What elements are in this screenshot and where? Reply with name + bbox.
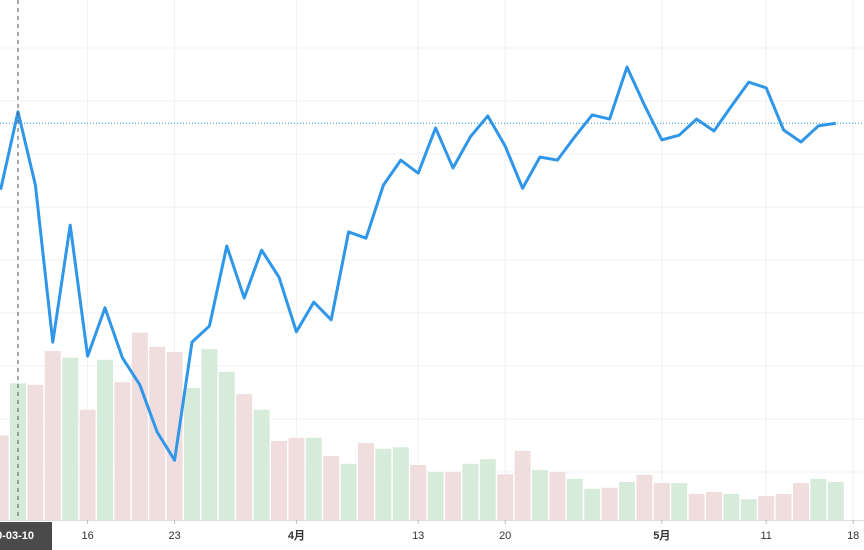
volume-bar xyxy=(479,459,496,520)
volume-bar xyxy=(323,456,340,520)
x-tick-label: 18 xyxy=(847,530,859,542)
volume-bar xyxy=(706,491,722,520)
volume-bar xyxy=(358,443,374,520)
x-tick-label: 23 xyxy=(168,530,180,542)
volume-bar xyxy=(740,499,757,520)
volume-bar xyxy=(793,483,809,520)
x-tick-label: 11 xyxy=(760,530,771,542)
volume-bar xyxy=(584,488,601,520)
volume-bar xyxy=(549,472,566,520)
volume-bar xyxy=(27,384,44,520)
crosshair-label: 20-03-10 xyxy=(0,530,34,542)
x-tick-label: 13 xyxy=(412,530,424,542)
volume-bar xyxy=(758,496,775,520)
volume-bar xyxy=(0,435,9,520)
volume-bar xyxy=(636,474,653,520)
volume-bar xyxy=(619,482,635,520)
volume-bar xyxy=(340,463,357,520)
volume-bar xyxy=(97,359,113,520)
volume-bar xyxy=(827,482,844,520)
volume-bar xyxy=(653,483,670,520)
volume-bar xyxy=(671,483,688,520)
volume-bar xyxy=(114,382,131,520)
volume-bar xyxy=(201,348,218,520)
volume-bar xyxy=(427,472,444,520)
volume-bar xyxy=(566,478,583,520)
volume-bar xyxy=(775,494,792,520)
volume-bar xyxy=(601,487,618,520)
volume-bar xyxy=(445,472,461,520)
volume-bar xyxy=(253,409,270,520)
volume-bar xyxy=(723,494,740,520)
x-tick-label: 20 xyxy=(499,530,511,542)
volume-bar xyxy=(810,478,827,520)
volume-bar xyxy=(79,409,96,520)
volume-bar xyxy=(44,351,61,520)
volume-bar xyxy=(236,394,253,520)
volume-bar xyxy=(532,470,548,520)
volume-bar xyxy=(497,474,514,520)
volume-bar xyxy=(131,332,148,520)
volume-bar xyxy=(462,463,479,520)
volume-bar xyxy=(218,371,235,520)
volume-bar xyxy=(184,387,200,520)
volume-bar xyxy=(410,464,427,520)
volume-bar xyxy=(62,357,79,520)
volume-bar xyxy=(305,437,322,520)
crosshair-label-box xyxy=(0,522,52,550)
volume-bar xyxy=(392,447,409,520)
x-tick-label: 4月 xyxy=(288,529,305,542)
volume-bar xyxy=(688,494,705,520)
price-line xyxy=(0,65,837,462)
volume-bar xyxy=(514,450,531,520)
volume-bar xyxy=(271,440,287,520)
volume-bar xyxy=(288,437,305,520)
x-tick-label: 5月 xyxy=(653,529,670,542)
x-tick-label: 16 xyxy=(81,530,93,542)
volume-bar xyxy=(375,448,392,520)
volume-bar xyxy=(166,352,183,520)
